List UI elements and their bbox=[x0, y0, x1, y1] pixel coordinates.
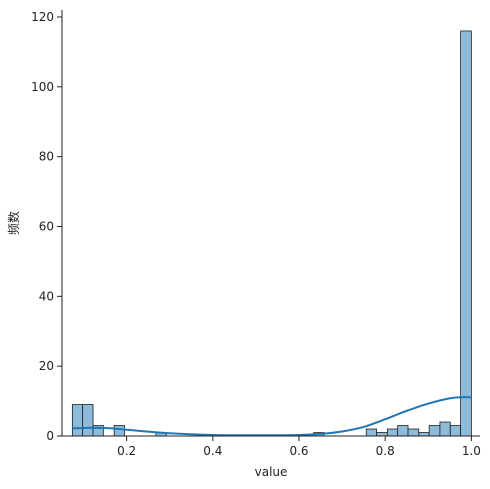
histogram-bar bbox=[82, 404, 94, 437]
y-tick-label: 80 bbox=[39, 150, 54, 164]
x-tick-label: 0.4 bbox=[203, 444, 222, 458]
y-tick-label: 0 bbox=[46, 429, 54, 443]
y-tick-label: 120 bbox=[31, 10, 54, 24]
histogram-bar bbox=[428, 425, 441, 437]
x-axis-ticks: 0.2 0.4 0.6 0.8 1.0 bbox=[117, 436, 481, 458]
x-tick-label: 1.0 bbox=[462, 444, 481, 458]
y-axis-label: 频数 bbox=[6, 211, 21, 235]
histogram-bar bbox=[397, 425, 409, 437]
histogram-bar bbox=[460, 30, 472, 437]
y-tick-label: 20 bbox=[39, 359, 54, 373]
histogram-bar bbox=[439, 421, 451, 437]
histogram-bar bbox=[386, 428, 399, 437]
x-axis-label: value bbox=[255, 465, 288, 479]
x-tick-label: 0.2 bbox=[117, 444, 136, 458]
kde-curve bbox=[72, 396, 472, 437]
histogram-bar bbox=[407, 428, 420, 437]
histogram-bars bbox=[71, 30, 472, 437]
histogram-bar bbox=[418, 432, 430, 437]
y-tick-label: 40 bbox=[39, 289, 54, 303]
histogram-bar bbox=[71, 404, 84, 437]
histogram-bar bbox=[365, 428, 377, 437]
y-axis-ticks: 0 20 40 60 80 100 120 bbox=[31, 10, 62, 443]
x-tick-label: 0.8 bbox=[376, 444, 395, 458]
y-tick-label: 60 bbox=[39, 219, 54, 233]
histogram-bar bbox=[449, 425, 462, 437]
histogram-bar bbox=[113, 425, 125, 437]
histogram-bar bbox=[376, 432, 388, 437]
y-tick-label: 100 bbox=[31, 80, 54, 94]
x-tick-label: 0.6 bbox=[289, 444, 308, 458]
